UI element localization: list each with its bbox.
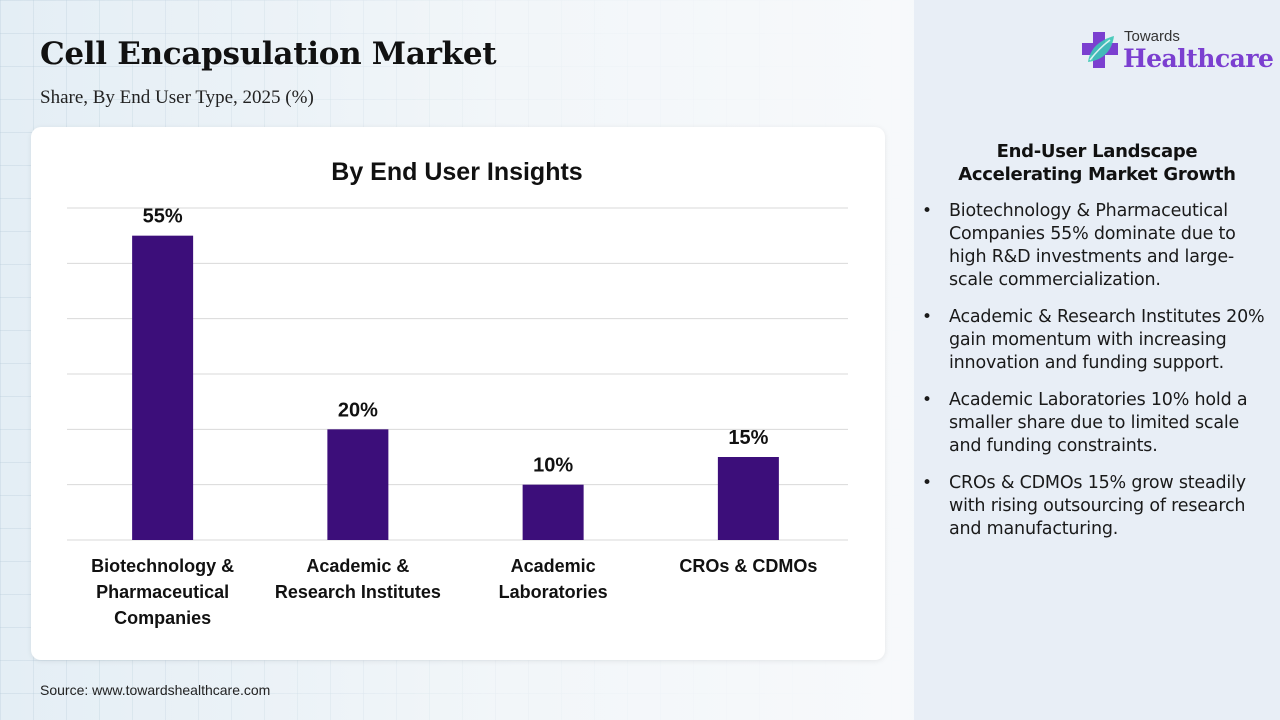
data-label: 15% (728, 427, 768, 449)
bullet-icon: • (922, 307, 932, 327)
bar (717, 457, 779, 540)
bullet-icon: • (922, 201, 932, 221)
x-tick-label: Academic & Research Institutes (274, 556, 441, 602)
insight-text: Biotechnology & Pharmaceutical Companies… (949, 201, 1236, 290)
insights-title-line2: Accelerating Market Growth (958, 164, 1236, 185)
bullet-icon: • (922, 473, 932, 493)
insights-title: End-User Landscape Accelerating Market G… (914, 140, 1280, 186)
brand-logo: Towards Healthcare (1080, 26, 1274, 78)
x-tick-label: Biotechnology & Pharmaceutical Companies (91, 556, 235, 628)
insight-item: • Academic Laboratories 10% hold a small… (922, 389, 1267, 458)
insights-list: • Biotechnology & Pharmaceutical Compani… (922, 200, 1267, 555)
bar (327, 429, 389, 540)
insight-item: • CROs & CDMOs 15% grow steadily with ri… (922, 472, 1267, 541)
insight-text: CROs & CDMOs 15% grow steadily with risi… (949, 473, 1246, 539)
bullet-icon: • (922, 390, 932, 410)
x-tick-label: CROs & CDMOs (679, 556, 818, 576)
insight-text: Academic & Research Institutes 20% gain … (949, 307, 1265, 373)
data-label: 55% (143, 206, 183, 228)
data-label: 10% (533, 455, 573, 477)
page-subtitle: Share, By End User Type, 2025 (%) (40, 87, 314, 108)
logo-text-towards: Towards (1124, 28, 1180, 45)
bar (522, 484, 584, 540)
page-title: Cell Encapsulation Market (40, 36, 497, 72)
logo-text-healthcare: Healthcare (1123, 44, 1274, 73)
insights-panel-background (914, 0, 1280, 720)
insight-item: • Biotechnology & Pharmaceutical Compani… (922, 200, 1267, 292)
medical-cross-leaf-icon (1082, 32, 1118, 68)
data-label: 20% (338, 399, 378, 421)
insights-title-line1: End-User Landscape (996, 141, 1198, 162)
bar-chart: 55% 20% 10% 15% (67, 206, 848, 541)
chart-title: By End User Insights (331, 158, 583, 186)
bar (132, 235, 194, 540)
source-note: Source: www.towardshealthcare.com (40, 682, 271, 698)
x-tick-label: Academic Laboratories (498, 556, 608, 602)
insight-item: • Academic & Research Institutes 20% gai… (922, 306, 1267, 375)
insight-text: Academic Laboratories 10% hold a smaller… (949, 390, 1248, 456)
